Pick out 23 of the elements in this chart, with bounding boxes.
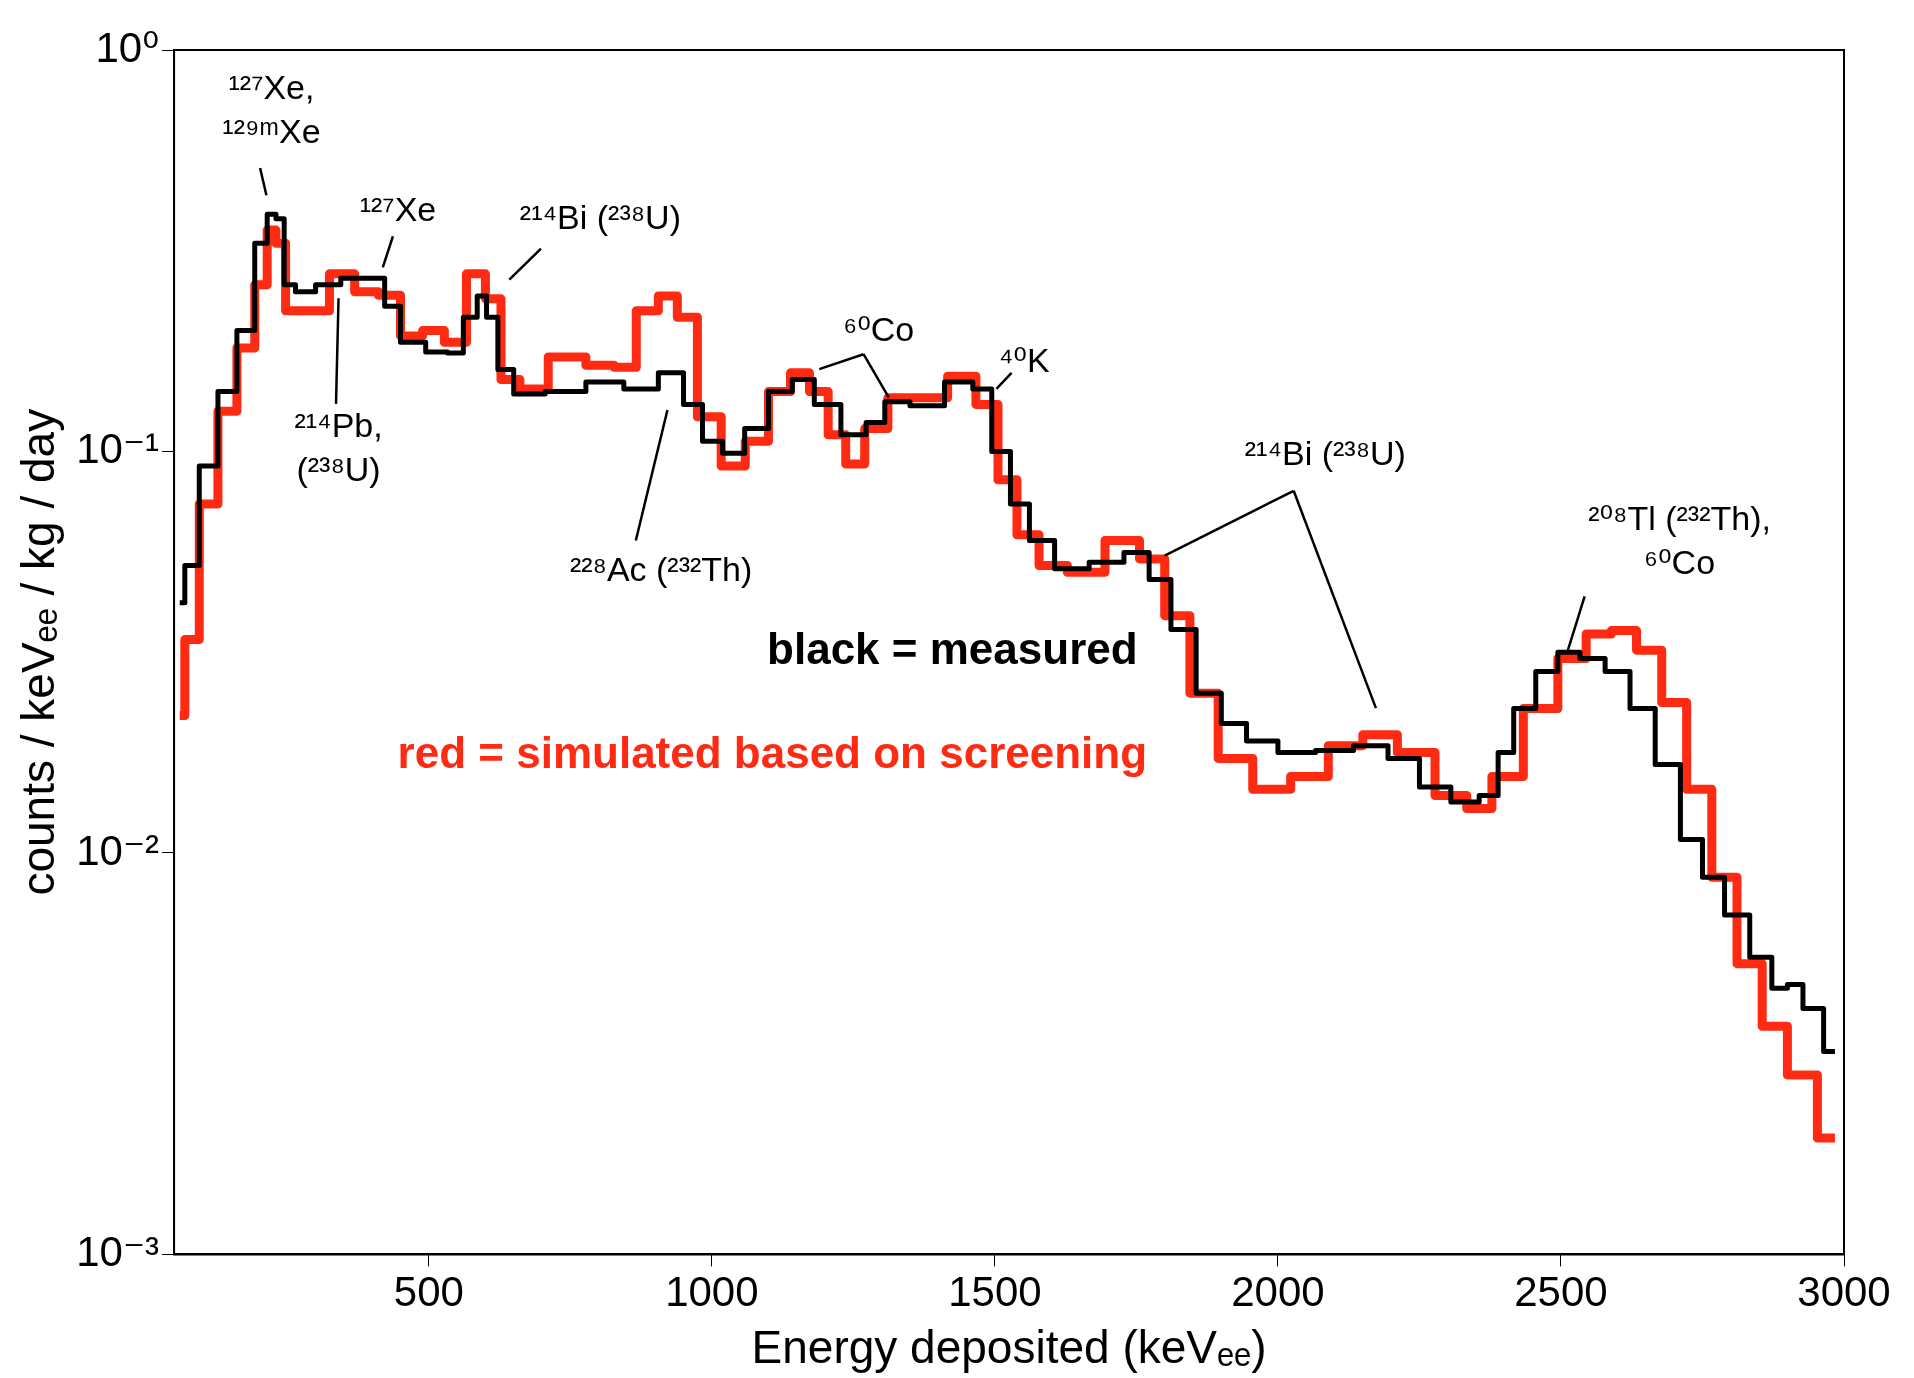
annotation: ²¹⁴Bi (²³⁸U) bbox=[519, 198, 681, 237]
y-tick-label: 10⁻² bbox=[76, 826, 160, 874]
y-axis-title: counts / keVₑₑ / kg / day bbox=[12, 408, 65, 896]
series-label: red = simulated based on screening bbox=[397, 728, 1148, 778]
series-label: black = measured bbox=[767, 624, 1138, 674]
x-tick-label: 500 bbox=[393, 1268, 464, 1316]
x-tick-label: 1000 bbox=[665, 1268, 759, 1316]
x-tick-label: 2000 bbox=[1231, 1268, 1325, 1316]
annotation: ²¹⁴Bi (²³⁸U) bbox=[1244, 434, 1406, 473]
annotation: ¹²⁷Xe, ¹²⁹ᵐXe bbox=[222, 68, 321, 151]
annotation: ²²⁸Ac (²³²Th) bbox=[569, 549, 753, 588]
y-tick-label: 10⁻³ bbox=[76, 1227, 160, 1275]
annotation: ⁴⁰K bbox=[998, 341, 1050, 380]
annotation: ¹²⁷Xe bbox=[359, 189, 437, 228]
annotation: ⁶⁰Co bbox=[843, 310, 915, 349]
y-tick-label: 10⁻¹ bbox=[76, 425, 160, 473]
x-axis-title: Energy deposited (keVₑₑ) bbox=[751, 1321, 1267, 1374]
y-tick-label: 10⁰ bbox=[95, 23, 160, 71]
x-tick-label: 2500 bbox=[1514, 1268, 1608, 1316]
x-tick-label: 1500 bbox=[948, 1268, 1042, 1316]
annotation: ²¹⁴Pb, (²³⁸U) bbox=[294, 406, 383, 489]
x-tick-label: 3000 bbox=[1797, 1268, 1891, 1316]
annotation: ²⁰⁸Tl (²³²Th), ⁶⁰Co bbox=[1588, 499, 1771, 582]
